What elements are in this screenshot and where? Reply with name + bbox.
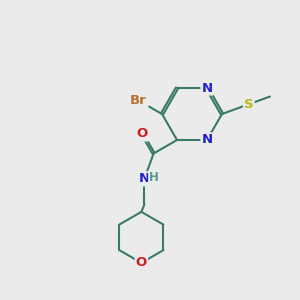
Text: O: O	[136, 256, 147, 269]
Text: N: N	[201, 134, 213, 146]
Text: O: O	[137, 128, 148, 140]
Text: N: N	[139, 172, 150, 185]
Text: N: N	[201, 82, 213, 94]
Text: Br: Br	[130, 94, 147, 107]
Text: H: H	[149, 171, 159, 184]
Text: S: S	[244, 98, 254, 111]
